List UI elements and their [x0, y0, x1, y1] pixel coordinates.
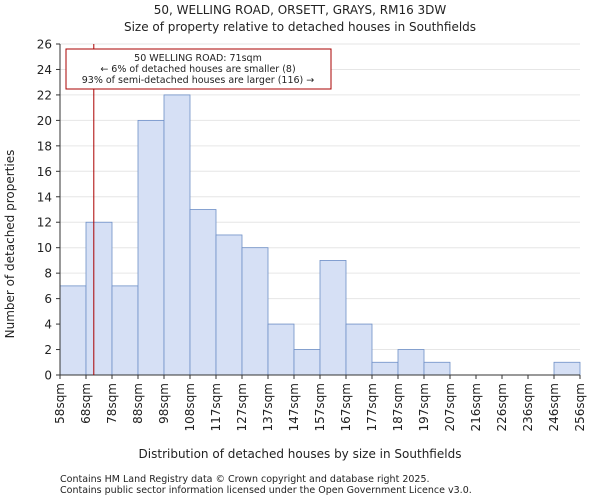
bar-246sqm	[553, 361, 581, 376]
y-tick-label: 20	[37, 114, 52, 128]
bar-177sqm	[371, 361, 399, 376]
y-tick-label: 26	[37, 38, 52, 52]
bar-147sqm	[293, 349, 321, 376]
x-tick-label: 207sqm	[443, 383, 457, 431]
bar-197sqm	[423, 361, 451, 376]
y-tick-label: 18	[37, 139, 52, 153]
x-tick-label: 78sqm	[105, 383, 119, 424]
bar-137sqm	[267, 323, 295, 376]
y-tick-label: 0	[44, 369, 52, 383]
y-axis-label: Number of detached properties	[3, 150, 17, 339]
bars	[59, 94, 581, 376]
annotation-box: 50 WELLING ROAD: 71sqm ← 6% of detached …	[65, 48, 332, 90]
bar-78sqm	[111, 285, 139, 376]
annotation-line-3: 93% of semi-detached houses are larger (…	[82, 75, 315, 86]
bar-98sqm	[163, 94, 191, 376]
bar-88sqm	[137, 119, 165, 376]
annotation-line-2: ← 6% of detached houses are smaller (8)	[100, 64, 295, 75]
chart-subtitle: Size of property relative to detached ho…	[124, 20, 476, 34]
bar-58sqm	[59, 285, 87, 376]
x-tick-label: 68sqm	[79, 383, 93, 424]
x-tick-label: 147sqm	[287, 383, 301, 431]
x-tick-labels: 58sqm 68sqm 78sqm 88sqm 98sqm 108sqm 117sqm 127…	[53, 375, 587, 431]
y-tick-label: 24	[37, 63, 52, 77]
x-tick-label: 58sqm	[53, 383, 67, 424]
bar-167sqm	[345, 323, 373, 376]
y-tick-label: 8	[44, 267, 52, 281]
x-tick-label: 157sqm	[313, 383, 327, 431]
y-tick-label: 16	[37, 165, 52, 179]
x-tick-label: 216sqm	[469, 383, 483, 431]
x-tick-label: 127sqm	[235, 383, 249, 431]
x-tick-label: 98sqm	[157, 383, 171, 424]
x-tick-label: 117sqm	[209, 383, 223, 431]
bar-68sqm	[85, 221, 113, 376]
y-tick-label: 14	[37, 190, 52, 204]
annotation-line-1: 50 WELLING ROAD: 71sqm	[134, 53, 262, 64]
x-tick-label: 177sqm	[365, 383, 379, 431]
x-tick-label: 197sqm	[417, 383, 431, 431]
bar-157sqm	[319, 260, 347, 376]
x-tick-label: 187sqm	[391, 383, 405, 431]
x-tick-label: 246sqm	[547, 383, 561, 431]
bar-187sqm	[397, 349, 425, 376]
y-tick-label: 22	[37, 88, 52, 102]
footer-line-1: Contains HM Land Registry data © Crown c…	[60, 474, 430, 485]
y-tick-label: 6	[44, 292, 52, 306]
x-tick-label: 108sqm	[183, 383, 197, 431]
bar-108sqm	[189, 209, 217, 376]
x-axis-label: Distribution of detached houses by size …	[139, 447, 462, 461]
x-tick-label: 167sqm	[339, 383, 353, 431]
x-tick-label: 137sqm	[261, 383, 275, 431]
y-tick-label: 10	[37, 241, 52, 255]
chart-title: 50, WELLING ROAD, ORSETT, GRAYS, RM16 3D…	[154, 3, 447, 17]
footer-line-2: Contains public sector information licen…	[60, 485, 472, 496]
x-tick-label: 236sqm	[521, 383, 535, 431]
y-tick-label: 2	[44, 343, 52, 357]
y-tick-label: 4	[44, 318, 52, 332]
x-tick-label: 226sqm	[495, 383, 509, 431]
y-tick-label: 12	[37, 216, 52, 230]
x-tick-label: 88sqm	[131, 383, 145, 424]
bar-127sqm	[241, 247, 269, 376]
x-tick-label: 256sqm	[573, 383, 587, 431]
bar-117sqm	[215, 234, 243, 376]
